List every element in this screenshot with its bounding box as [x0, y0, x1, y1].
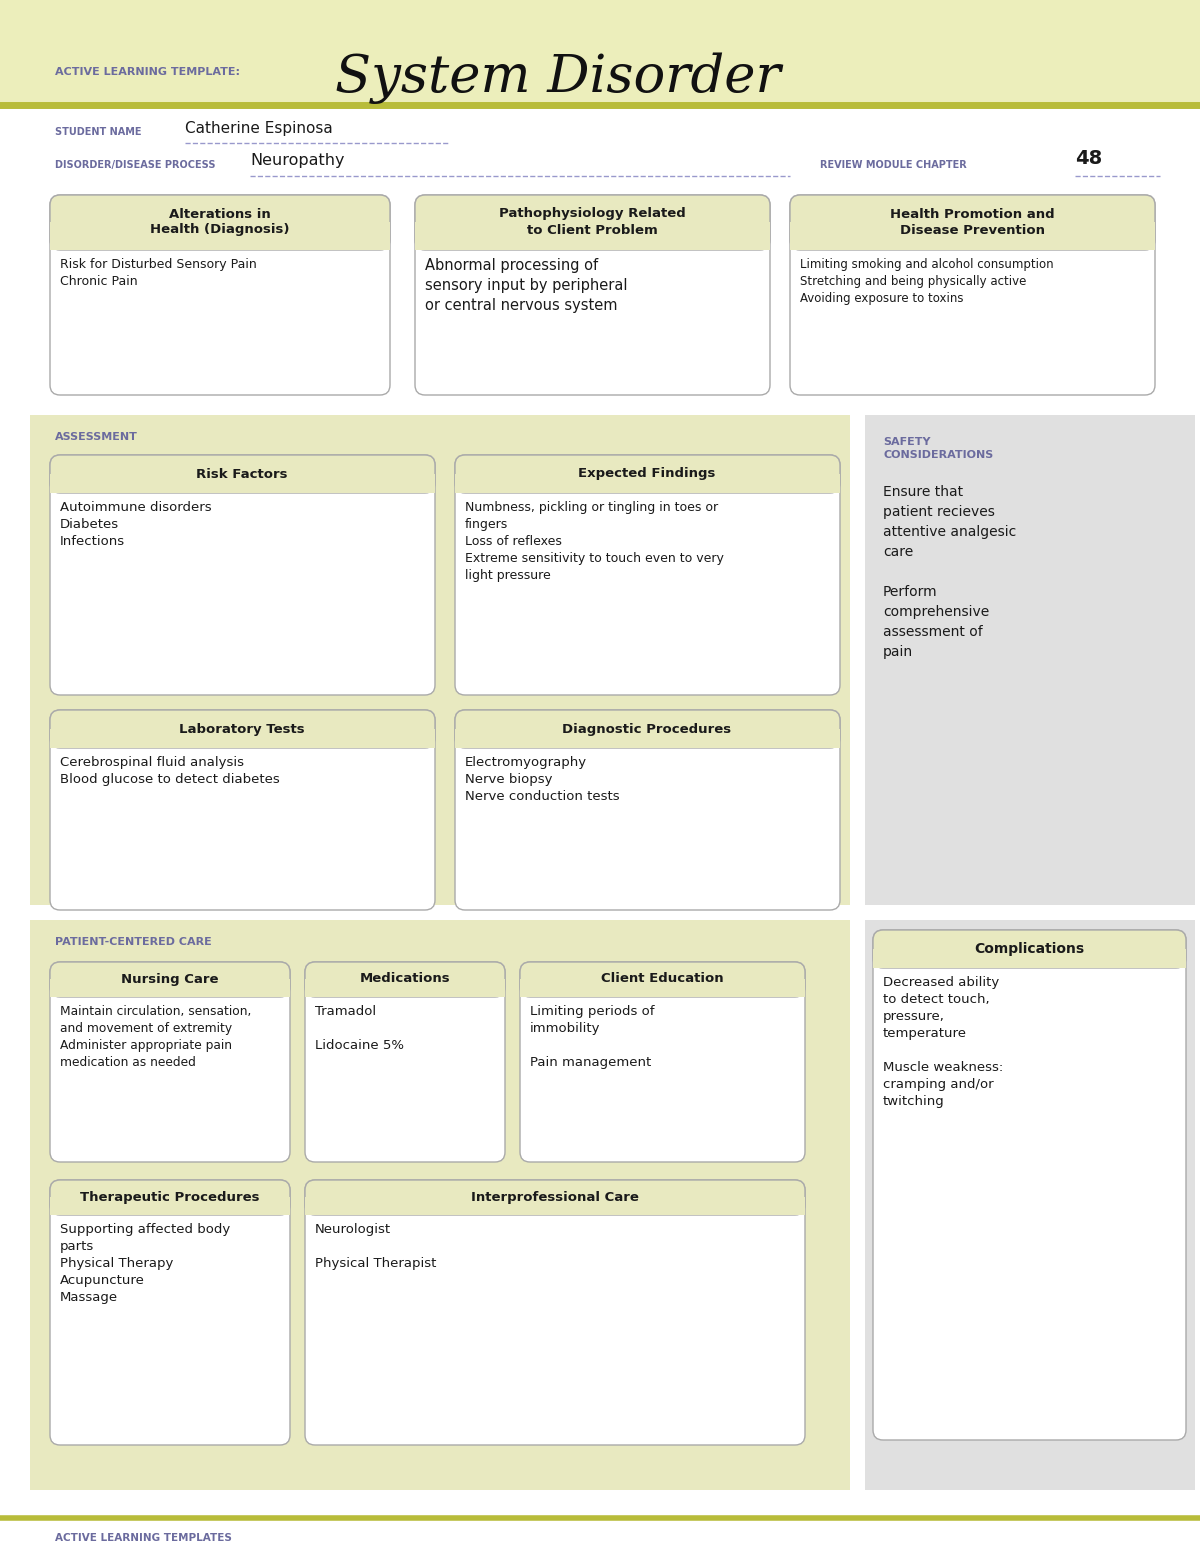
FancyBboxPatch shape: [790, 196, 1154, 394]
Bar: [50, 728, 436, 749]
Text: Abnormal processing of
sensory input by peripheral
or central nervous system: Abnormal processing of sensory input by …: [425, 258, 628, 312]
Text: Decreased ability
to detect touch,
pressure,
temperature

Muscle weakness:
cramp: Decreased ability to detect touch, press…: [883, 975, 1003, 1107]
FancyBboxPatch shape: [50, 710, 436, 749]
Bar: [790, 222, 1154, 250]
Bar: [0, 0, 1200, 106]
Bar: [865, 919, 1195, 1489]
FancyBboxPatch shape: [50, 196, 390, 250]
Text: Neurologist

Physical Therapist: Neurologist Physical Therapist: [314, 1224, 437, 1270]
Bar: [305, 1197, 805, 1214]
Text: ACTIVE LEARNING TEMPLATES: ACTIVE LEARNING TEMPLATES: [55, 1533, 232, 1544]
FancyBboxPatch shape: [455, 710, 840, 749]
FancyBboxPatch shape: [790, 196, 1154, 250]
Bar: [50, 978, 290, 997]
FancyBboxPatch shape: [305, 961, 505, 1162]
FancyBboxPatch shape: [520, 961, 805, 997]
FancyBboxPatch shape: [415, 196, 770, 394]
FancyBboxPatch shape: [50, 961, 290, 997]
Text: Cerebrospinal fluid analysis
Blood glucose to detect diabetes: Cerebrospinal fluid analysis Blood gluco…: [60, 756, 280, 786]
Bar: [520, 978, 805, 997]
Text: PATIENT-CENTERED CARE: PATIENT-CENTERED CARE: [55, 936, 211, 947]
FancyBboxPatch shape: [50, 961, 290, 1162]
Text: Expected Findings: Expected Findings: [578, 467, 715, 480]
Text: Complications: Complications: [974, 943, 1084, 957]
FancyBboxPatch shape: [50, 1180, 290, 1214]
Bar: [865, 415, 1195, 905]
Text: ASSESSMENT: ASSESSMENT: [55, 432, 138, 443]
Bar: [50, 1197, 290, 1214]
FancyBboxPatch shape: [305, 961, 505, 997]
Text: Interprofessional Care: Interprofessional Care: [472, 1191, 638, 1204]
Bar: [30, 415, 850, 905]
FancyBboxPatch shape: [305, 1180, 805, 1214]
FancyBboxPatch shape: [50, 455, 436, 696]
Text: Risk for Disturbed Sensory Pain
Chronic Pain: Risk for Disturbed Sensory Pain Chronic …: [60, 258, 257, 287]
Text: Supporting affected body
parts
Physical Therapy
Acupuncture
Massage: Supporting affected body parts Physical …: [60, 1224, 230, 1305]
Bar: [30, 919, 850, 1489]
Text: Limiting smoking and alcohol consumption
Stretching and being physically active
: Limiting smoking and alcohol consumption…: [800, 258, 1054, 304]
Text: Laboratory Tests: Laboratory Tests: [179, 722, 305, 736]
Bar: [415, 222, 770, 250]
Text: Neuropathy: Neuropathy: [250, 154, 344, 168]
Text: Numbness, pickling or tingling in toes or
fingers
Loss of reflexes
Extreme sensi: Numbness, pickling or tingling in toes o…: [466, 502, 724, 582]
FancyBboxPatch shape: [50, 196, 390, 394]
Bar: [305, 978, 505, 997]
FancyBboxPatch shape: [455, 710, 840, 910]
Bar: [50, 222, 390, 250]
Text: Autoimmune disorders
Diabetes
Infections: Autoimmune disorders Diabetes Infections: [60, 502, 211, 548]
Text: Therapeutic Procedures: Therapeutic Procedures: [80, 1191, 259, 1204]
FancyBboxPatch shape: [415, 196, 770, 250]
Text: Diagnostic Procedures: Diagnostic Procedures: [563, 722, 732, 736]
Text: Medications: Medications: [360, 972, 450, 986]
Text: Ensure that
patient recieves
attentive analgesic
care

Perform
comprehensive
ass: Ensure that patient recieves attentive a…: [883, 485, 1016, 660]
Text: Limiting periods of
immobility

Pain management: Limiting periods of immobility Pain mana…: [530, 1005, 654, 1068]
Text: Alterations in
Health (Diagnosis): Alterations in Health (Diagnosis): [150, 208, 289, 236]
Text: Tramadol

Lidocaine 5%: Tramadol Lidocaine 5%: [314, 1005, 404, 1051]
FancyBboxPatch shape: [520, 961, 805, 1162]
Text: System Disorder: System Disorder: [335, 53, 781, 104]
Text: Client Education: Client Education: [601, 972, 724, 986]
Text: Catherine Espinosa: Catherine Espinosa: [185, 121, 332, 135]
Bar: [50, 474, 436, 492]
Text: Maintain circulation, sensation,
and movement of extremity
Administer appropriat: Maintain circulation, sensation, and mov…: [60, 1005, 251, 1068]
Text: SAFETY
CONSIDERATIONS: SAFETY CONSIDERATIONS: [883, 436, 994, 460]
FancyBboxPatch shape: [874, 930, 1186, 1440]
FancyBboxPatch shape: [50, 455, 436, 492]
Text: Risk Factors: Risk Factors: [197, 467, 288, 480]
Text: Nursing Care: Nursing Care: [121, 972, 218, 986]
FancyBboxPatch shape: [874, 930, 1186, 968]
Text: Electromyography
Nerve biopsy
Nerve conduction tests: Electromyography Nerve biopsy Nerve cond…: [466, 756, 619, 803]
Text: DISORDER/DISEASE PROCESS: DISORDER/DISEASE PROCESS: [55, 160, 216, 169]
Text: ACTIVE LEARNING TEMPLATE:: ACTIVE LEARNING TEMPLATE:: [55, 67, 240, 78]
Text: REVIEW MODULE CHAPTER: REVIEW MODULE CHAPTER: [820, 160, 967, 169]
Text: Pathophysiology Related
to Client Problem: Pathophysiology Related to Client Proble…: [499, 208, 685, 236]
Bar: [874, 949, 1186, 968]
Bar: [455, 474, 840, 492]
FancyBboxPatch shape: [305, 1180, 805, 1444]
Text: 48: 48: [1075, 149, 1103, 168]
Bar: [455, 728, 840, 749]
Text: Health Promotion and
Disease Prevention: Health Promotion and Disease Prevention: [889, 208, 1055, 236]
FancyBboxPatch shape: [50, 1180, 290, 1444]
FancyBboxPatch shape: [455, 455, 840, 696]
FancyBboxPatch shape: [455, 455, 840, 492]
FancyBboxPatch shape: [50, 710, 436, 910]
Text: STUDENT NAME: STUDENT NAME: [55, 127, 142, 137]
